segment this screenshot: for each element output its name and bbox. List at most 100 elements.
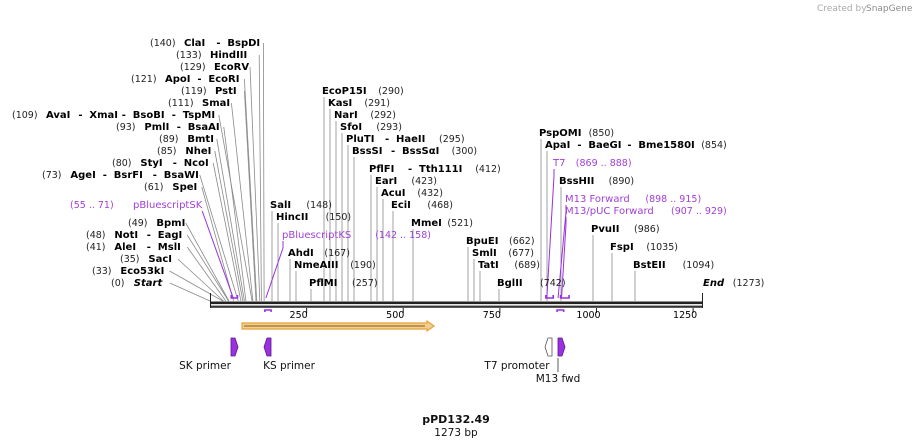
site-label[interactable]: (133) HindIII: [176, 50, 247, 61]
site-label[interactable]: (35) SacI: [120, 254, 172, 265]
site-label[interactable]: SalI (148): [270, 200, 332, 211]
site-label[interactable]: NmeAIII (190): [294, 260, 376, 271]
site-label[interactable]: EcoP15I (290): [322, 86, 404, 97]
site-position: (0): [111, 278, 124, 289]
site-label[interactable]: HincII (150): [276, 212, 351, 223]
site-position: (677): [508, 248, 534, 259]
site-label[interactable]: (129) EcoRV: [180, 62, 249, 73]
site-label[interactable]: PflMI (257): [309, 278, 378, 289]
site-label[interactable]: End (1273): [703, 278, 764, 289]
site-label[interactable]: KasI (291): [328, 98, 390, 109]
site-name: KasI: [328, 98, 352, 109]
site-position: (890): [609, 176, 635, 187]
feature[interactable]: SK primer: [179, 337, 239, 372]
site-label[interactable]: BstEII (1094): [633, 260, 714, 271]
site-name: MslI: [158, 242, 181, 253]
site-position: (49): [128, 218, 148, 229]
site-name: BssHII: [559, 176, 594, 187]
primer-site-label[interactable]: T7 (869 .. 888): [552, 158, 632, 169]
primer-bracket: [230, 295, 239, 299]
site-name: EciI: [391, 200, 411, 211]
site-label[interactable]: MmeI (521): [411, 218, 473, 229]
insert-region-arrow[interactable]: [241, 319, 436, 333]
site-label[interactable]: SfoI (293): [340, 122, 402, 133]
site-name: BaeGI: [588, 140, 621, 151]
site-name: BsoBI: [133, 110, 165, 121]
primer-site-label[interactable]: (55 .. 71) pBluescriptSK: [70, 200, 203, 211]
site-label[interactable]: (93) PmlI - BsaAI: [116, 122, 220, 133]
site-separator: -: [78, 110, 82, 121]
site-name: BpmI: [156, 218, 185, 229]
feature-label: SK primer: [179, 360, 231, 372]
site-name: Tth111I: [419, 164, 462, 175]
site-label[interactable]: NarI (292): [334, 110, 396, 121]
site-label[interactable]: BpuEI (662): [466, 236, 535, 247]
site-separator: -: [408, 164, 412, 175]
feature[interactable]: KS primer: [263, 337, 316, 372]
site-label[interactable]: (121) ApoI - EcoRI: [131, 74, 239, 85]
site-position: (1273): [733, 278, 765, 289]
site-label[interactable]: (33) Eco53kI: [92, 266, 164, 277]
site-label[interactable]: (61) SpeI: [144, 182, 197, 193]
site-name: ApaI: [545, 140, 570, 151]
site-label[interactable]: (85) NheI: [157, 146, 211, 157]
site-label[interactable]: (49) BpmI: [128, 218, 185, 229]
primer-leader: [557, 211, 567, 299]
site-name: NarI: [334, 110, 358, 121]
site-label[interactable]: (73) AgeI - BsrFI - BsaWI: [42, 170, 199, 181]
site-position: (35): [120, 254, 140, 265]
primer-range: (898 .. 915): [645, 194, 701, 205]
site-leader: [216, 138, 245, 302]
site-label[interactable]: (41) AleI - MslI: [86, 242, 181, 253]
site-name: SmaI: [202, 98, 230, 109]
site-label[interactable]: TatI (689): [478, 260, 540, 271]
site-name: PflFI: [369, 164, 394, 175]
site-label[interactable]: AcuI (432): [381, 188, 443, 199]
scale-tick-label: 1000: [576, 310, 600, 321]
site-label[interactable]: EciI (468): [391, 200, 453, 211]
site-label[interactable]: EarI (423): [375, 176, 437, 187]
primer-site-label[interactable]: M13/pUC Forward (907 .. 929): [565, 206, 727, 217]
site-label[interactable]: FspI (1035): [610, 242, 678, 253]
site-leader: [177, 258, 224, 302]
site-label[interactable]: PspOMI (850): [539, 128, 614, 139]
site-label[interactable]: SmlI (677): [472, 248, 534, 259]
site-leader: [199, 174, 239, 302]
site-leader: [231, 102, 254, 302]
site-label[interactable]: (119) PstI: [181, 86, 237, 97]
site-label[interactable]: PflFI - Tth111I (412): [369, 164, 501, 175]
site-name: End: [703, 278, 725, 289]
site-leader: [169, 282, 211, 302]
site-label[interactable]: (109) AvaI - XmaI - BsoBI - TspMI: [12, 110, 215, 121]
primer-bracket: [556, 309, 565, 312]
site-label[interactable]: PluTI - HaeII (295): [346, 134, 465, 145]
site-name: BstEII: [633, 260, 666, 271]
feature[interactable]: T7 promoter: [483, 337, 553, 372]
site-label[interactable]: (80) StyI - NcoI: [112, 158, 209, 169]
scale-ticks: 250 500 750 1000 1250: [290, 308, 697, 321]
site-label[interactable]: PvuII (986): [591, 224, 660, 235]
site-position: (33): [92, 266, 112, 277]
primer-leader: [265, 247, 284, 299]
site-label[interactable]: (140) ClaI - BspDI: [150, 38, 260, 49]
site-name: NcoI: [184, 158, 209, 169]
site-label[interactable]: (89) BmtI: [159, 134, 214, 145]
site-label[interactable]: (0) Start: [111, 278, 163, 289]
site-label[interactable]: AhdI (167): [288, 248, 350, 259]
site-name: EarI: [375, 176, 397, 187]
feature-glyph: [544, 337, 553, 357]
site-position: (850): [589, 128, 615, 139]
site-label[interactable]: BglII (742): [497, 278, 566, 289]
site-position: (291): [364, 98, 390, 109]
site-label[interactable]: BssHII (890): [559, 176, 634, 187]
site-name: FspI: [610, 242, 634, 253]
feature[interactable]: M13 fwd: [536, 337, 581, 385]
site-name: EcoP15I: [322, 86, 367, 97]
primer-site-label[interactable]: M13 Forward (898 .. 915): [565, 194, 701, 205]
site-label[interactable]: ApaI - BaeGI - Bme1580I (854): [545, 140, 727, 151]
site-label[interactable]: (111) SmaI: [168, 98, 230, 109]
site-label[interactable]: (48) NotI - EagI: [86, 230, 182, 241]
site-name: BssSαI: [402, 146, 439, 157]
primer-site-label[interactable]: pBluescriptKS (142 .. 158): [282, 230, 431, 241]
site-label[interactable]: BssSI - BssSαI (300): [352, 146, 477, 157]
